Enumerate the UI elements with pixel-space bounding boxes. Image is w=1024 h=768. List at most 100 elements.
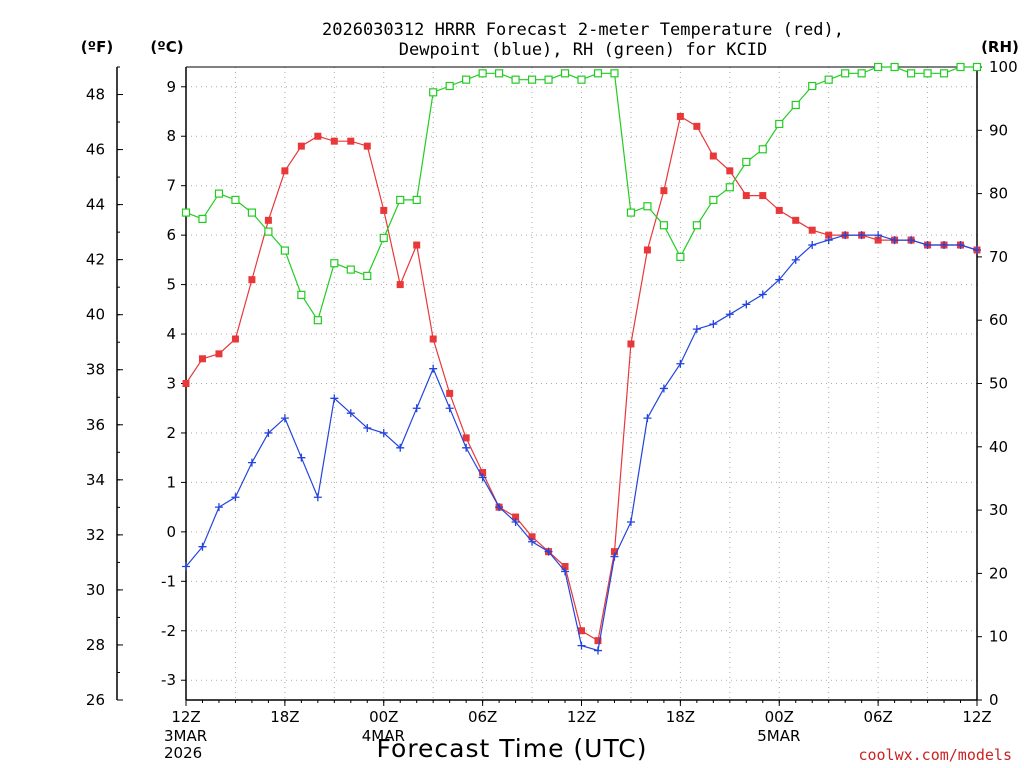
fahrenheit-tick-label: 40 xyxy=(86,306,105,324)
rh-point xyxy=(824,75,833,84)
x-tick-label: 12Z xyxy=(567,708,596,726)
dewpoint-point xyxy=(890,236,899,245)
rh-tick-label: 30 xyxy=(989,501,1008,519)
temperature-point xyxy=(610,548,618,556)
chart-series xyxy=(181,62,982,655)
temperature-point xyxy=(446,389,454,397)
rh-point xyxy=(346,265,355,274)
rh-point xyxy=(297,290,306,299)
dewpoint-point xyxy=(511,517,520,526)
grid-lines xyxy=(185,67,978,700)
dewpoint-point xyxy=(330,394,339,403)
fahrenheit-tick-label: 26 xyxy=(86,691,105,709)
dewpoint-point xyxy=(544,547,553,556)
temperature-point xyxy=(462,434,470,442)
dewpoint-point xyxy=(973,245,981,254)
rh-point xyxy=(429,88,438,97)
fahrenheit-tick-label: 44 xyxy=(86,196,105,214)
rh-point xyxy=(511,75,520,84)
fahrenheit-unit-label: (ºF) xyxy=(81,38,113,56)
temperature-point xyxy=(347,137,355,145)
x-tick-label: 06Z xyxy=(468,708,497,726)
rh-point xyxy=(577,75,586,84)
celsius-tick-label: 0 xyxy=(166,523,176,541)
dewpoint-point xyxy=(478,473,487,482)
rh-point xyxy=(396,195,405,205)
x-axis-title: Forecast Time (UTC) xyxy=(377,734,648,763)
temperature-point xyxy=(363,142,371,150)
dewpoint-point xyxy=(182,562,190,571)
x-tick-label: 12Z xyxy=(171,708,200,726)
rh-point xyxy=(412,195,421,205)
x-tick-label: 00Z xyxy=(369,708,398,726)
dewpoint-point xyxy=(857,231,866,240)
dewpoint-point xyxy=(841,231,850,240)
fahrenheit-tick-label: 46 xyxy=(86,141,105,159)
dewpoint-point xyxy=(231,493,240,502)
celsius-tick-label: 7 xyxy=(166,177,176,195)
dewpoint-point xyxy=(247,458,256,467)
rh-tick-label: 20 xyxy=(989,564,1008,582)
temperature-point xyxy=(726,167,734,175)
chart-axes: -3-2-10123456789262830323436384042444648… xyxy=(86,58,1018,762)
rh-point xyxy=(923,69,932,78)
rh-point xyxy=(791,100,800,110)
celsius-tick-label: 1 xyxy=(166,473,176,491)
dewpoint-point xyxy=(396,443,405,452)
rh-point xyxy=(709,195,718,205)
celsius-tick-label: -3 xyxy=(161,671,176,689)
temperature-point xyxy=(709,152,717,160)
credit-link[interactable]: coolwx.com/models xyxy=(858,746,1012,764)
rh-point xyxy=(560,69,570,78)
temperature-point xyxy=(380,206,388,214)
rh-point xyxy=(939,69,949,78)
dewpoint-point xyxy=(577,641,586,650)
temperature-point xyxy=(528,533,536,541)
temperature-point xyxy=(248,276,256,284)
rh-tick-label: 100 xyxy=(989,58,1018,76)
rh-point xyxy=(890,62,899,72)
x-tick-label: 06Z xyxy=(863,708,892,726)
temperature-point xyxy=(561,562,569,570)
dewpoint-point xyxy=(791,255,800,264)
temperature-point xyxy=(479,469,487,477)
fahrenheit-tick-label: 38 xyxy=(86,361,105,379)
temperature-point xyxy=(281,167,289,175)
celsius-tick-label: 9 xyxy=(166,78,176,96)
rh-point xyxy=(544,75,553,84)
rh-point xyxy=(808,81,817,91)
rh-point xyxy=(593,69,603,78)
dewpoint-point xyxy=(808,241,817,250)
temperature-point xyxy=(198,355,206,363)
rh-point xyxy=(643,202,652,211)
dewpoint-point xyxy=(610,552,619,561)
rh-point xyxy=(280,246,289,255)
dewpoint-point xyxy=(626,517,635,526)
temperature-point xyxy=(792,216,800,224)
x-tick-label: 18Z xyxy=(270,708,299,726)
rh-point xyxy=(445,81,454,91)
temperature-point xyxy=(182,380,190,387)
rh-point xyxy=(214,189,224,198)
rh-point xyxy=(247,208,257,217)
temperature-point xyxy=(693,122,701,130)
rh-tick-label: 60 xyxy=(989,311,1008,329)
dewpoint-point xyxy=(676,359,685,368)
dewpoint-point xyxy=(758,290,767,299)
temperature-point xyxy=(643,246,651,254)
dewpoint-point xyxy=(412,404,421,413)
temperature-point xyxy=(512,513,520,521)
rh-point xyxy=(363,271,372,280)
rh-tick-label: 40 xyxy=(989,438,1008,456)
dewpoint-point xyxy=(528,537,537,546)
x-tick-year: 2026 xyxy=(164,744,202,762)
fahrenheit-tick-label: 34 xyxy=(86,471,105,489)
rh-tick-label: 50 xyxy=(989,375,1008,393)
dewpoint-series xyxy=(182,231,981,655)
dewpoint-point xyxy=(346,409,355,418)
fahrenheit-tick-label: 30 xyxy=(86,581,105,599)
x-tick-date: 4MAR xyxy=(362,727,405,745)
dewpoint-point xyxy=(692,325,701,334)
temperature-point xyxy=(231,335,239,343)
dewpoint-point xyxy=(593,646,602,655)
